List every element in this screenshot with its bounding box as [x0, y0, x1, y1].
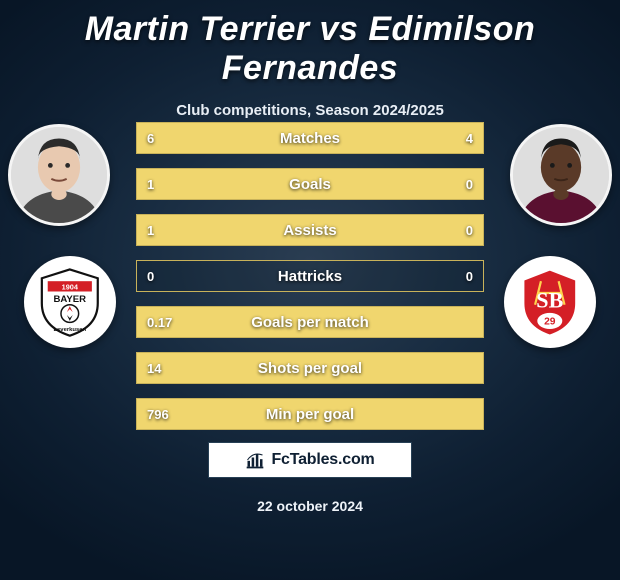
player-right-avatar: [510, 124, 612, 226]
stat-fill-left: [137, 307, 483, 337]
stat-row: 0 0Hattricks: [136, 260, 484, 292]
stat-row: 64Matches: [136, 122, 484, 154]
stat-value-left: 0: [137, 261, 164, 291]
stat-row: 14Shots per goal: [136, 352, 484, 384]
svg-text:29: 29: [544, 317, 556, 328]
stat-row: 796Min per goal: [136, 398, 484, 430]
person-icon: [11, 127, 107, 223]
stat-row: 10Assists: [136, 214, 484, 246]
svg-text:1904: 1904: [62, 282, 79, 291]
player-left-avatar: [8, 124, 110, 226]
stat-fill-right: [345, 123, 483, 153]
date-text: 22 october 2024: [0, 498, 620, 514]
stat-value-right: 0: [456, 261, 483, 291]
club-left-crest: 1904 BAYER Leverkusen: [24, 256, 116, 348]
stat-bars: 64Matches 10Goals 10Assists 0 0Hattricks 0.17…: [136, 122, 484, 430]
svg-text:BAYER: BAYER: [54, 294, 87, 305]
stat-row: 10Goals: [136, 168, 484, 200]
page-title: Martin Terrier vs Edimilson Fernandes: [0, 0, 620, 88]
stat-fill-left: [137, 399, 483, 429]
stat-fill-left: [137, 123, 345, 153]
stat-label: Hattricks: [137, 261, 483, 291]
brand-text: FcTables.com: [271, 451, 374, 469]
comparison-card: Martin Terrier vs Edimilson Fernandes Cl…: [0, 0, 620, 580]
club-right-crest: SB 29: [504, 256, 596, 348]
bar-chart-icon: [245, 450, 265, 470]
person-icon: [513, 127, 609, 223]
subtitle: Club competitions, Season 2024/2025: [0, 102, 620, 119]
svg-text:Leverkusen: Leverkusen: [54, 327, 87, 333]
stat-fill-left: [137, 353, 483, 383]
stat-fill-left: [137, 215, 483, 245]
brand-badge: FcTables.com: [208, 442, 412, 478]
svg-text:SB: SB: [537, 288, 564, 313]
stat-row: 0.17Goals per match: [136, 306, 484, 338]
stat-fill-left: [137, 169, 483, 199]
crest-icon: 1904 BAYER Leverkusen: [33, 265, 107, 339]
crest-icon: SB 29: [513, 265, 587, 339]
